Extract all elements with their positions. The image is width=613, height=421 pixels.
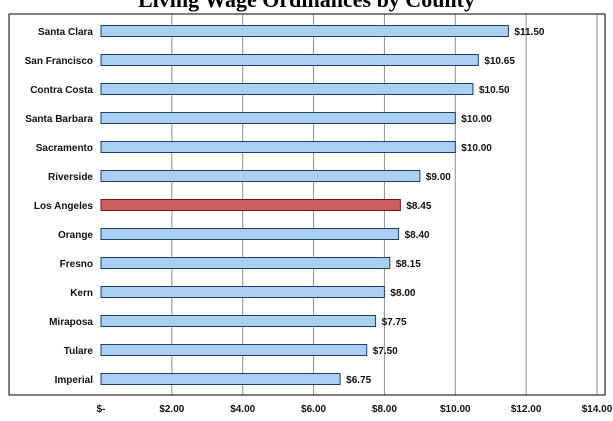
value-label-tulare: $7.50	[373, 346, 398, 357]
category-label-los-angeles: Los Angeles	[34, 201, 94, 212]
category-label-kern: Kern	[70, 288, 93, 299]
category-label-santa-clara: Santa Clara	[38, 27, 93, 38]
bar-imperial	[100, 373, 341, 385]
bar-fresno	[100, 257, 391, 269]
value-labels: $11.50 $10.65 $10.50 $10.00 $10.00 $9.00 $8.45…	[346, 27, 545, 386]
category-label-sacramento: Sacramento	[36, 143, 93, 154]
bar-sacramento	[100, 141, 456, 153]
bar-san-francisco	[100, 54, 479, 66]
value-label-sacramento: $10.00	[461, 143, 492, 154]
x-tick-label-7: $14.00	[582, 404, 613, 415]
chart-title: Living Wage Ordinances by County	[0, 0, 613, 13]
category-label-miraposa: Miraposa	[49, 317, 93, 328]
category-label-santa-barbara: Santa Barbara	[25, 114, 93, 125]
bar-santa-barbara	[100, 112, 456, 124]
bar-tulare	[100, 344, 368, 356]
category-label-riverside: Riverside	[48, 172, 93, 183]
value-label-santa-barbara: $10.00	[461, 114, 492, 125]
value-label-orange: $8.40	[405, 230, 430, 241]
value-label-los-angeles: $8.45	[406, 201, 431, 212]
value-label-miraposa: $7.75	[382, 317, 407, 328]
category-label-san-francisco: San Francisco	[25, 56, 93, 67]
bar-santa-clara	[100, 25, 509, 37]
x-tick-label-4: $8.00	[372, 404, 397, 415]
category-label-imperial: Imperial	[55, 375, 94, 386]
x-tick-label-2: $4.00	[230, 404, 255, 415]
bar-riverside	[100, 170, 421, 182]
bar-kern	[100, 286, 385, 298]
bars	[100, 25, 509, 385]
category-label-orange: Orange	[58, 230, 93, 241]
value-label-fresno: $8.15	[396, 259, 421, 270]
x-tick-label-1: $2.00	[159, 404, 184, 415]
x-axis-ticks: $- $2.00 $4.00 $6.00 $8.00 $10.00 $12.00 $14.00	[97, 404, 613, 415]
category-label-contra-costa: Contra Costa	[30, 85, 93, 96]
category-label-fresno: Fresno	[60, 259, 93, 270]
bar-orange	[100, 228, 400, 240]
category-label-tulare: Tulare	[64, 346, 94, 357]
value-label-contra-costa: $10.50	[479, 85, 510, 96]
bar-miraposa	[100, 315, 377, 327]
value-label-imperial: $6.75	[346, 375, 371, 386]
value-label-santa-clara: $11.50	[514, 27, 544, 38]
x-tick-label-6: $12.00	[511, 404, 542, 415]
value-label-riverside: $9.00	[426, 172, 451, 183]
value-label-san-francisco: $10.65	[484, 56, 515, 67]
bar-contra-costa	[100, 83, 474, 95]
category-labels: Santa Clara San Francisco Contra Costa Sant…	[25, 27, 94, 386]
x-tick-label-5: $10.00	[440, 404, 471, 415]
value-label-kern: $8.00	[390, 288, 415, 299]
x-tick-label-0: $-	[97, 404, 106, 415]
x-tick-label-3: $6.00	[301, 404, 326, 415]
plot-area-border	[8, 13, 606, 396]
bar-los-angeles	[100, 199, 401, 211]
